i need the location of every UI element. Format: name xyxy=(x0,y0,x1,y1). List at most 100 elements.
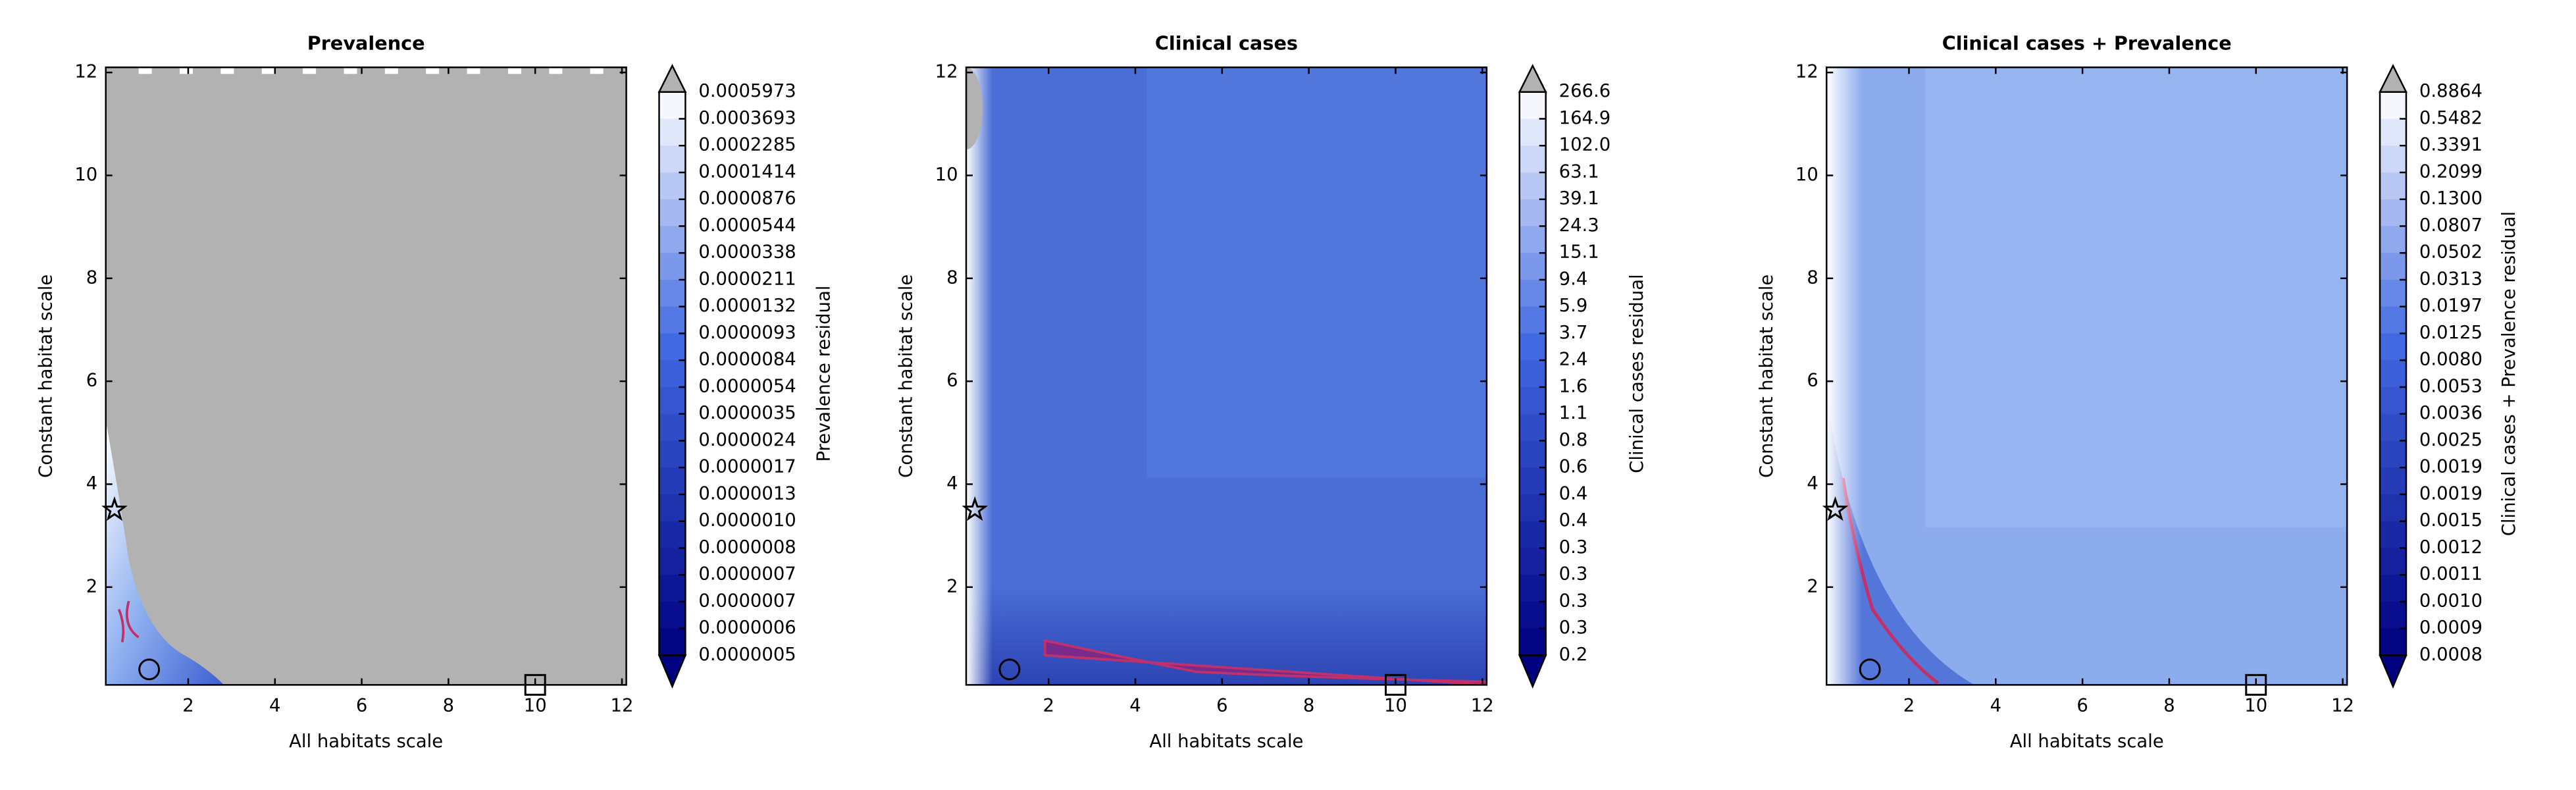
colorbar-extend xyxy=(1518,64,1547,93)
colorbar-band xyxy=(659,306,686,334)
colorbar-band xyxy=(2380,601,2406,629)
colorbar-band xyxy=(659,279,686,307)
field-edge xyxy=(966,67,992,685)
marker-square xyxy=(524,673,546,696)
colorbar-tick-label: 0.0012 xyxy=(2419,537,2483,558)
colorbar-tick-label: 0.3 xyxy=(1559,564,1588,585)
colorbar-tick-label: 0.4 xyxy=(1559,483,1588,504)
y-tick-label: 8 xyxy=(946,267,958,288)
colorbar-tick-label: 63.1 xyxy=(1559,161,1599,182)
colorbar-tick-label: 0.3 xyxy=(1559,618,1588,638)
field-edge xyxy=(1826,67,1863,685)
colorbar-tick-label: 0.0000005 xyxy=(698,645,796,665)
colorbar-tick-label: 0.0025 xyxy=(2419,430,2483,450)
x-axis-label: All habitats scale xyxy=(2010,731,2164,752)
colorbar-band xyxy=(2380,333,2406,361)
colorbar-band xyxy=(1519,601,1546,629)
chart-title: Clinical cases + Prevalence xyxy=(1942,32,2232,54)
colorbar-band xyxy=(1519,172,1546,200)
colorbar-tick-label: 0.0000017 xyxy=(698,457,796,477)
colorbar-band xyxy=(659,92,686,120)
colorbar-band xyxy=(659,467,686,496)
colorbar-tick-label: 0.0502 xyxy=(2419,242,2483,263)
colorbar-tick-label: 0.0002285 xyxy=(698,135,796,155)
y-tick-label: 10 xyxy=(1795,165,1818,185)
y-tick-label: 6 xyxy=(1807,371,1818,391)
colorbar-tick-label: 0.0000010 xyxy=(698,510,796,531)
colorbar-tick-label: 0.0197 xyxy=(2419,296,2483,316)
y-tick-label: 2 xyxy=(86,576,97,596)
y-axis-label: Constant habitat scale xyxy=(1757,275,1777,478)
colorbar-band xyxy=(1519,145,1546,174)
colorbar-tick-label: 0.1300 xyxy=(2419,188,2483,209)
colorbar-tick-label: 0.6 xyxy=(1559,457,1588,477)
field xyxy=(105,67,627,685)
colorbar-tick-label: 0.0000211 xyxy=(698,269,796,289)
colorbar-extend xyxy=(1518,654,1547,689)
colorbar-tick-label: 0.0000084 xyxy=(698,350,796,370)
colorbar-band xyxy=(659,199,686,227)
y-tick-label: 6 xyxy=(946,371,958,391)
x-tick-label: 12 xyxy=(1471,695,1494,716)
colorbar-band xyxy=(1519,333,1546,361)
field-edge xyxy=(303,67,317,74)
colorbar-band xyxy=(1519,306,1546,334)
field-edge xyxy=(549,67,563,74)
axes-frame xyxy=(965,66,1488,686)
x-tick-label: 6 xyxy=(1216,695,1227,716)
colorbar-extend xyxy=(657,64,687,93)
colorbar-band xyxy=(2380,628,2406,656)
colorbar-tick-label: 0.0000338 xyxy=(698,242,796,263)
colorbar-tick-label: 24.3 xyxy=(1559,215,1599,236)
colorbar-band xyxy=(2380,199,2406,227)
colorbar-band xyxy=(1519,360,1546,388)
field-region xyxy=(105,420,224,685)
colorbar-band xyxy=(1519,199,1546,227)
colorbar-band xyxy=(659,253,686,281)
colorbar-tick-label: 0.0001414 xyxy=(698,161,796,182)
colorbar-band xyxy=(1519,413,1546,442)
field-edge xyxy=(344,67,357,74)
y-axis-label: Constant habitat scale xyxy=(896,275,917,478)
field xyxy=(1826,67,2348,685)
colorbar-tick-label: 102.0 xyxy=(1559,135,1611,155)
colorbar-tick-label: 0.0009 xyxy=(2419,618,2483,638)
field-edge xyxy=(507,67,521,74)
y-axis-label: Constant habitat scale xyxy=(36,275,56,478)
colorbar-band xyxy=(2380,172,2406,200)
y-tick-label: 12 xyxy=(1795,62,1818,82)
colorbar-band xyxy=(659,118,686,147)
colorbar-label: Clinical cases residual xyxy=(1627,274,1647,473)
field-region xyxy=(1826,396,1974,685)
colorbar-band xyxy=(659,172,686,200)
colorbar-tick-label: 0.0000008 xyxy=(698,537,796,558)
colorbar-tick-label: 0.8864 xyxy=(2419,81,2483,101)
colorbar-band xyxy=(1519,467,1546,496)
colorbar-tick-label: 0.0000544 xyxy=(698,215,796,236)
colorbar-band xyxy=(1519,253,1546,281)
colorbar-tick-label: 0.2099 xyxy=(2419,161,2483,182)
colorbar-extend xyxy=(2379,64,2408,93)
colorbar-label: Prevalence residual xyxy=(813,286,834,462)
panel: 2 4 6 8 10 12 2 4 6 8 10 12 Prevalence All habitats s… xyxy=(36,32,834,752)
colorbar-tick-label: 0.0003693 xyxy=(698,108,796,128)
colorbar-tick-label: 164.9 xyxy=(1559,108,1611,128)
colorbar-tick-label: 0.4 xyxy=(1559,510,1588,531)
colorbar-extend xyxy=(657,654,687,689)
panel: 2 4 6 8 10 12 2 4 6 8 10 12 Clinical cases All habita… xyxy=(896,32,1647,752)
field-edge xyxy=(261,67,275,74)
x-tick-label: 4 xyxy=(1990,695,2001,716)
colorbar-band xyxy=(1519,521,1546,549)
x-axis-label: All habitats scale xyxy=(1149,731,1303,752)
colorbar-tick-label: 1.1 xyxy=(1559,403,1588,423)
marker-star xyxy=(101,496,128,521)
panel: 2 4 6 8 10 12 2 4 6 8 10 12 Clinical cases + Prevale… xyxy=(1757,32,2519,752)
colorbar-band xyxy=(2380,226,2406,254)
y-tick-label: 4 xyxy=(946,473,958,494)
colorbar-band xyxy=(2380,92,2406,120)
colorbar-band xyxy=(2380,521,2406,549)
y-tick-label: 2 xyxy=(946,576,958,596)
marker-square xyxy=(2245,673,2267,696)
x-tick-label: 8 xyxy=(2163,695,2175,716)
contour-line xyxy=(1043,639,1487,685)
